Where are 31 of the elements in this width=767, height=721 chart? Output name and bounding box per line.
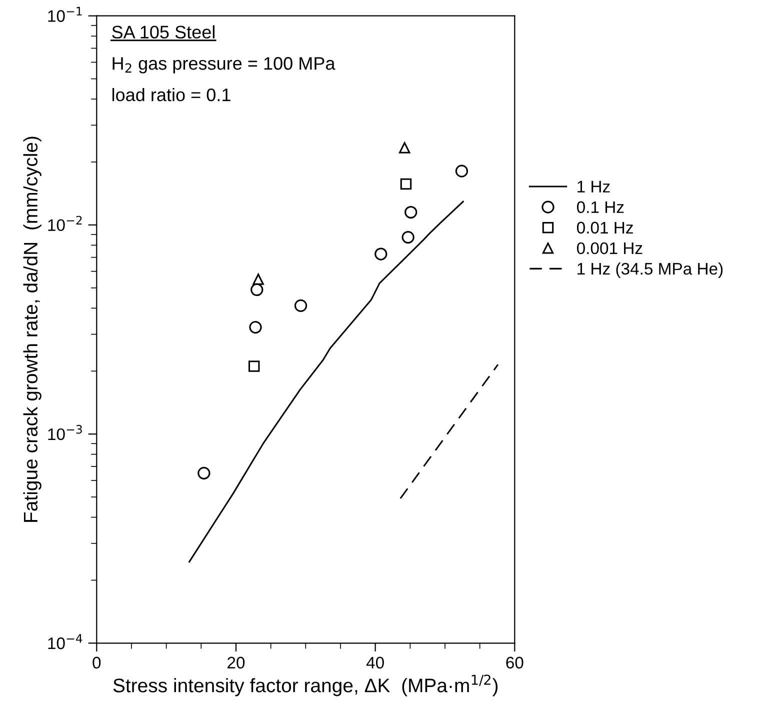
point — [294, 299, 308, 312]
x-tick-label: 60 — [506, 656, 524, 669]
legend-label: 0.01 Hz — [576, 222, 633, 234]
line-series — [188, 200, 464, 563]
point — [252, 274, 264, 285]
legend-label: 1 Hz — [578, 180, 610, 192]
point — [402, 230, 414, 244]
legend-label: 1 Hz (34.5 MPa He) — [578, 262, 723, 278]
y-tick-label: 10$^{−2}$ — [48, 216, 82, 232]
point — [400, 178, 412, 190]
point — [374, 248, 388, 260]
legend-label: 0.1 Hz — [576, 201, 624, 214]
point — [249, 320, 262, 334]
annotation: H$_{2}$ gas pressure = 100 MPa — [112, 57, 336, 74]
point — [404, 206, 418, 219]
point — [250, 283, 264, 296]
x-tick-label: 20 — [228, 656, 245, 669]
annotation: load ratio = 0.1 — [112, 88, 230, 102]
point — [398, 142, 410, 154]
x-axis-title: Stress intensity factor range, ΔK (MPa·m$^{1/2}$) — [113, 674, 498, 696]
point — [198, 466, 210, 480]
y-axis-title: Fatigue crack growth rate, da/dN (mm/cycle) — [23, 136, 42, 522]
y-tick-label: 10$^{−4}$ — [48, 634, 82, 650]
point — [455, 164, 468, 178]
y-tick-label: 10$^{−3}$ — [48, 424, 82, 440]
y-tick-label: 10$^{−1}$ — [48, 6, 82, 22]
point — [248, 360, 260, 372]
x-tick-label: 40 — [366, 656, 384, 669]
annotation: SA 105 Steel — [112, 25, 214, 39]
x-tick-label: 0 — [92, 656, 101, 669]
legend-label: 0.001 Hz — [576, 242, 642, 254]
